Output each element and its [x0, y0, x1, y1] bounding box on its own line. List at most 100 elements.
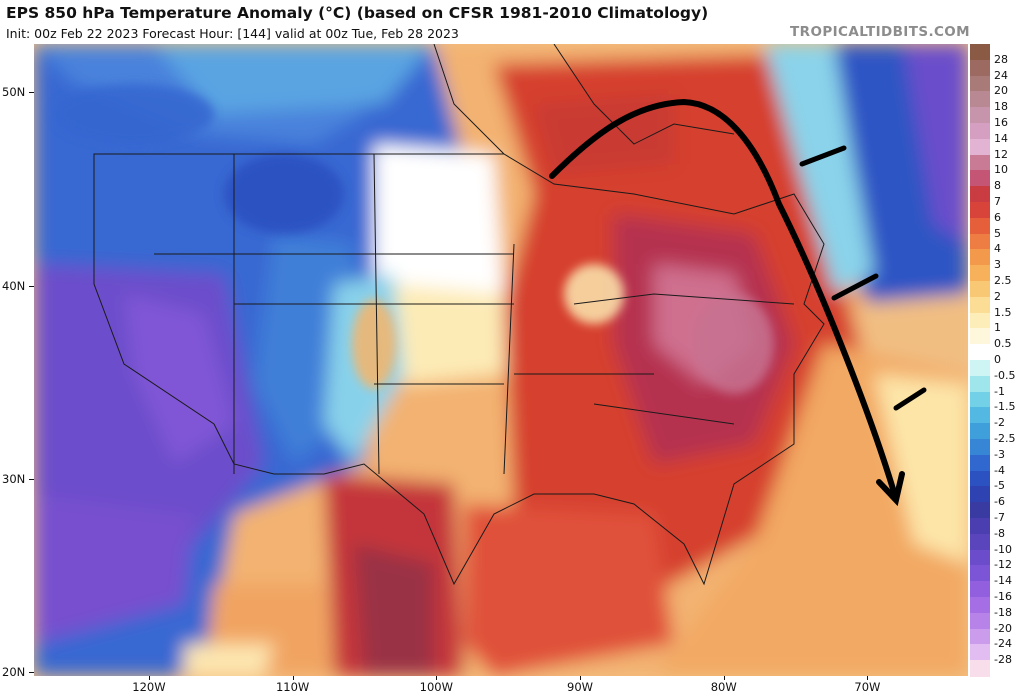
colorbar-label: 2 [994, 289, 1001, 303]
colorbar-segment [970, 91, 990, 108]
colorbar-segment [970, 170, 990, 187]
lon-tick [436, 676, 438, 680]
temperature-anomaly-map [34, 44, 968, 676]
colorbar-segment [970, 138, 990, 156]
colorbar-label: 8 [994, 179, 1001, 193]
colorbar-label: -2.5 [994, 432, 1016, 445]
colorbar-label: -18 [994, 605, 1012, 619]
lat-label: 30N [2, 471, 26, 486]
colorbar-label: 4 [994, 242, 1001, 256]
colorbar-segment [970, 470, 990, 487]
lat-label: 50N [2, 85, 26, 100]
lon-label: 80W [710, 680, 737, 694]
colorbar-label: 5 [994, 226, 1001, 240]
lon-label: 100W [419, 680, 453, 694]
colorbar-label: 6 [994, 210, 1001, 224]
colorbar-segment [970, 423, 990, 440]
colorbar-segment [970, 486, 990, 503]
lat-tick [29, 285, 34, 287]
colorbar-segment [970, 186, 990, 203]
colorbar-label: -20 [994, 621, 1012, 635]
colorbar-label: -10 [994, 542, 1012, 556]
colorbar-segment [970, 75, 990, 92]
colorbar-label: 1.5 [994, 305, 1012, 319]
map-subtitle: Init: 00z Feb 22 2023 Forecast Hour: [14… [6, 26, 459, 41]
lat-label: 40N [2, 278, 26, 293]
map-title: EPS 850 hPa Temperature Anomaly (°C) (ba… [6, 4, 709, 22]
colorbar-label: -6 [994, 495, 1005, 509]
colorbar-segment [970, 154, 990, 171]
colorbar-label: -14 [994, 574, 1012, 588]
colorbar-segment [970, 644, 990, 661]
brand-watermark[interactable]: TROPICALTIDBITS.COM [790, 24, 970, 40]
colorbar-segment [970, 202, 990, 219]
colorbar-segment [970, 233, 990, 250]
colorbar-label: 7 [994, 195, 1001, 208]
colorbar-segment [970, 660, 990, 677]
colorbar-segment [970, 454, 990, 472]
colorbar-segment [970, 44, 990, 61]
anomaly-field [34, 44, 968, 676]
colorbar-segment [970, 217, 990, 235]
colorbar-segment [970, 391, 990, 408]
lon-tick [292, 676, 294, 680]
lon-label: 90W [567, 680, 594, 694]
colorbar-segment [970, 328, 990, 345]
colorbar-label: 2.5 [994, 274, 1012, 287]
lat-label: 20N [2, 665, 26, 679]
colorbar-segment [970, 375, 990, 393]
lat-tick [29, 92, 34, 94]
colorbar-label: 3 [994, 258, 1001, 272]
colorbar-label: -28 [994, 653, 1012, 667]
colorbar-label: -24 [994, 637, 1012, 651]
colorbar [970, 44, 990, 677]
lon-label: 120W [132, 680, 166, 694]
annotation-arrow [549, 98, 927, 507]
colorbar-label: 0 [994, 353, 1001, 366]
colorbar-segment [970, 265, 990, 282]
colorbar-segment [970, 360, 990, 377]
political-boundaries [93, 44, 825, 586]
colorbar-label: -2 [994, 416, 1005, 430]
colorbar-segment [970, 439, 990, 456]
colorbar-label: 16 [994, 116, 1008, 129]
colorbar-label: -16 [994, 590, 1012, 603]
colorbar-segment [970, 612, 990, 630]
colorbar-label: 20 [994, 84, 1008, 98]
colorbar-label: 12 [994, 147, 1008, 161]
colorbar-segment [970, 296, 990, 314]
lon-tick [148, 676, 150, 680]
colorbar-label: -1.5 [994, 400, 1016, 414]
colorbar-segment [970, 249, 990, 266]
lon-tick [867, 676, 869, 680]
colorbar-segment [970, 549, 990, 566]
colorbar-label: -0.5 [994, 368, 1016, 382]
colorbar-label: 1 [994, 321, 1001, 335]
colorbar-segment [970, 312, 990, 329]
lon-tick [580, 676, 582, 680]
colorbar-segment [970, 59, 990, 77]
colorbar-label: -4 [994, 463, 1005, 477]
anomaly-detail [54, 84, 774, 394]
colorbar-label: 28 [994, 52, 1008, 66]
lon-label: 110W [275, 680, 310, 694]
colorbar-segment [970, 281, 990, 298]
colorbar-segment [970, 123, 990, 140]
colorbar-label: -5 [994, 479, 1005, 493]
colorbar-label: 24 [994, 68, 1008, 82]
lon-label: 70W [854, 680, 881, 694]
colorbar-segment [970, 344, 990, 361]
colorbar-label: 10 [994, 163, 1008, 177]
colorbar-label: -1 [994, 384, 1005, 398]
colorbar-label: -3 [994, 447, 1005, 461]
colorbar-segment [970, 502, 990, 519]
colorbar-segment [970, 533, 990, 551]
colorbar-segment [970, 581, 990, 598]
colorbar-segment [970, 628, 990, 645]
lat-tick [29, 672, 34, 673]
colorbar-segment [970, 407, 990, 424]
colorbar-segment [970, 107, 990, 124]
anomaly-shading [34, 44, 968, 676]
colorbar-segment [970, 565, 990, 582]
colorbar-label: -12 [994, 558, 1012, 572]
